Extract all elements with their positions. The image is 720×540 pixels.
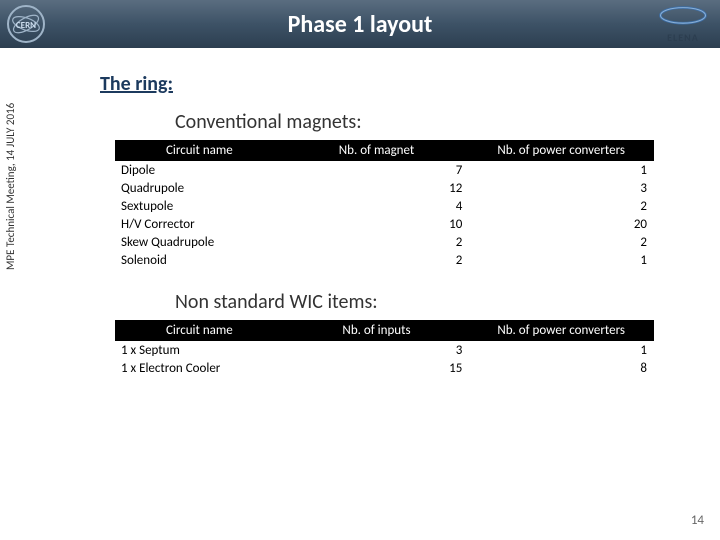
t2-h3: Nb. of power converters xyxy=(469,320,654,342)
ring-heading: The ring: xyxy=(100,72,173,96)
cern-logo: CERN xyxy=(6,4,46,44)
table-row: 1 x Septum31 xyxy=(115,342,654,360)
cell-value: 2 xyxy=(284,234,469,252)
conventional-magnets-table: Circuit name Nb. of magnet Nb. of power … xyxy=(114,140,654,270)
page-number: 14 xyxy=(691,513,704,528)
elena-label: ELENA xyxy=(667,31,699,44)
cell-value: 20 xyxy=(469,216,654,234)
page-title: Phase 1 layout xyxy=(0,10,720,39)
cell-value: 7 xyxy=(284,162,469,180)
section2-title: Non standard WIC items: xyxy=(175,290,378,314)
cell-name: Skew Quadrupole xyxy=(115,234,285,252)
sidebar-text: MPE Technical Meeting, 14 JULY 2016 xyxy=(4,254,264,270)
t1-h2: Nb. of magnet xyxy=(284,140,469,162)
table-row: Sextupole42 xyxy=(115,198,654,216)
cell-value: 1 xyxy=(469,342,654,360)
cell-value: 8 xyxy=(469,360,654,378)
table-row: Skew Quadrupole22 xyxy=(115,234,654,252)
t1-h1: Circuit name xyxy=(115,140,285,162)
t2-h2: Nb. of inputs xyxy=(284,320,469,342)
table-row: 1 x Electron Cooler158 xyxy=(115,360,654,378)
t1-h3: Nb. of power converters xyxy=(469,140,654,162)
cell-name: Sextupole xyxy=(115,198,285,216)
cell-name: 1 x Electron Cooler xyxy=(115,360,285,378)
cell-value: 2 xyxy=(469,234,654,252)
cell-value: 10 xyxy=(284,216,469,234)
cell-value: 3 xyxy=(284,342,469,360)
cell-value: 2 xyxy=(469,198,654,216)
cell-value: 15 xyxy=(284,360,469,378)
table-row: H/V Corrector1020 xyxy=(115,216,654,234)
cell-value: 1 xyxy=(469,162,654,180)
cell-value: 4 xyxy=(284,198,469,216)
header-bar: Phase 1 layout xyxy=(0,0,720,48)
cell-value: 1 xyxy=(469,252,654,270)
cell-name: H/V Corrector xyxy=(115,216,285,234)
cell-value: 2 xyxy=(284,252,469,270)
t2-h1: Circuit name xyxy=(115,320,285,342)
non-standard-wic-table: Circuit name Nb. of inputs Nb. of power … xyxy=(114,320,654,378)
svg-text:CERN: CERN xyxy=(16,20,36,31)
table-row: Dipole71 xyxy=(115,162,654,180)
cell-value: 12 xyxy=(284,180,469,198)
table-row: Quadrupole123 xyxy=(115,180,654,198)
cell-value: 3 xyxy=(469,180,654,198)
cell-name: 1 x Septum xyxy=(115,342,285,360)
section1-title: Conventional magnets: xyxy=(175,110,362,134)
cell-name: Dipole xyxy=(115,162,285,180)
elena-logo: ELENA xyxy=(652,4,714,44)
cell-name: Quadrupole xyxy=(115,180,285,198)
